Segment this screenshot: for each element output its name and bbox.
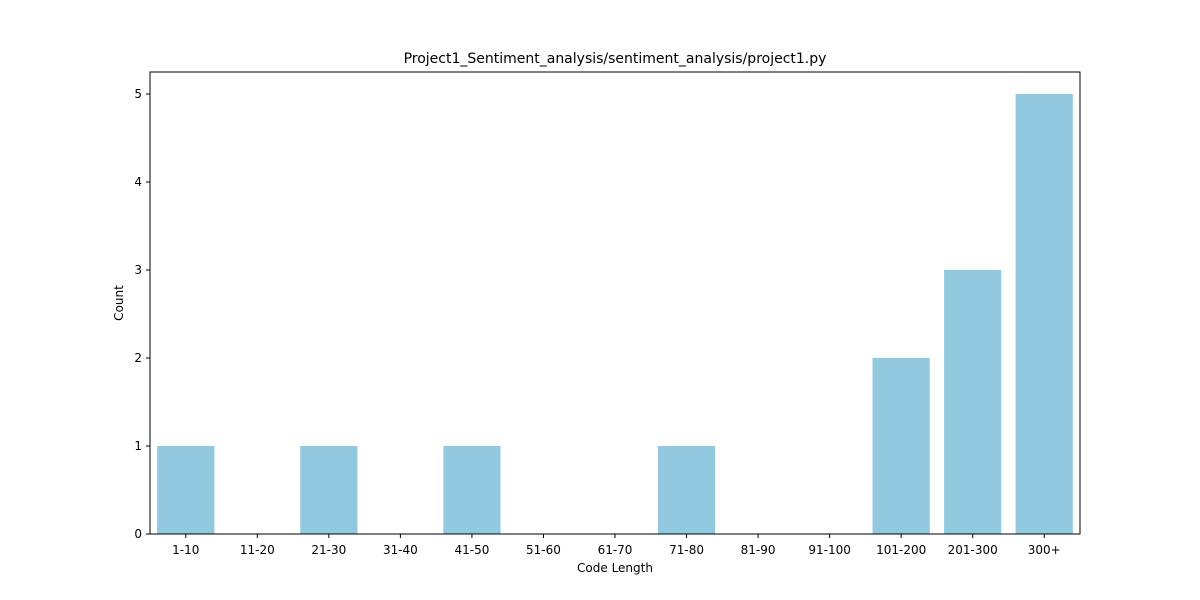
bar-41-50 [443,446,501,534]
chart-title: Project1_Sentiment_analysis/sentiment_an… [404,51,827,67]
bar-21-30 [300,446,358,534]
x-tick-label: 1-10 [172,543,199,557]
x-tick-label: 300+ [1028,543,1061,557]
x-tick-label: 21-30 [311,543,346,557]
y-tick-label: 2 [134,351,142,365]
x-tick-label: 41-50 [454,543,489,557]
y-tick-label: 0 [134,527,142,541]
bar-201-300 [944,270,1002,534]
x-tick-label: 91-100 [808,543,851,557]
x-tick-label: 71-80 [669,543,704,557]
x-axis-label: Code Length [577,561,653,575]
bar-300+ [1015,94,1073,534]
x-tick-label: 31-40 [383,543,418,557]
bar-71-80 [657,446,716,534]
y-tick-label: 1 [134,439,142,453]
x-tick-label: 101-200 [876,543,926,557]
x-tick-label: 11-20 [240,543,275,557]
x-tick-label: 201-300 [948,543,998,557]
x-tick-label: 81-90 [741,543,776,557]
y-axis-label: Count [112,285,126,321]
y-tick-label: 4 [134,175,142,189]
y-tick-label: 3 [134,263,142,277]
plot-frame [149,71,1081,535]
bar-101-200 [872,358,930,534]
x-tick-label: 51-60 [526,543,561,557]
bars-group [157,94,1073,534]
y-tick-label: 5 [134,87,142,101]
x-tick-label: 61-70 [598,543,633,557]
y-axis-ticks: 0 1 2 3 4 5 [134,87,150,541]
x-axis-ticks: 1-10 11-20 21-30 31-40 41-50 51-60 61-70 71-80 8… [172,534,1061,557]
bar-1-10 [157,446,215,534]
